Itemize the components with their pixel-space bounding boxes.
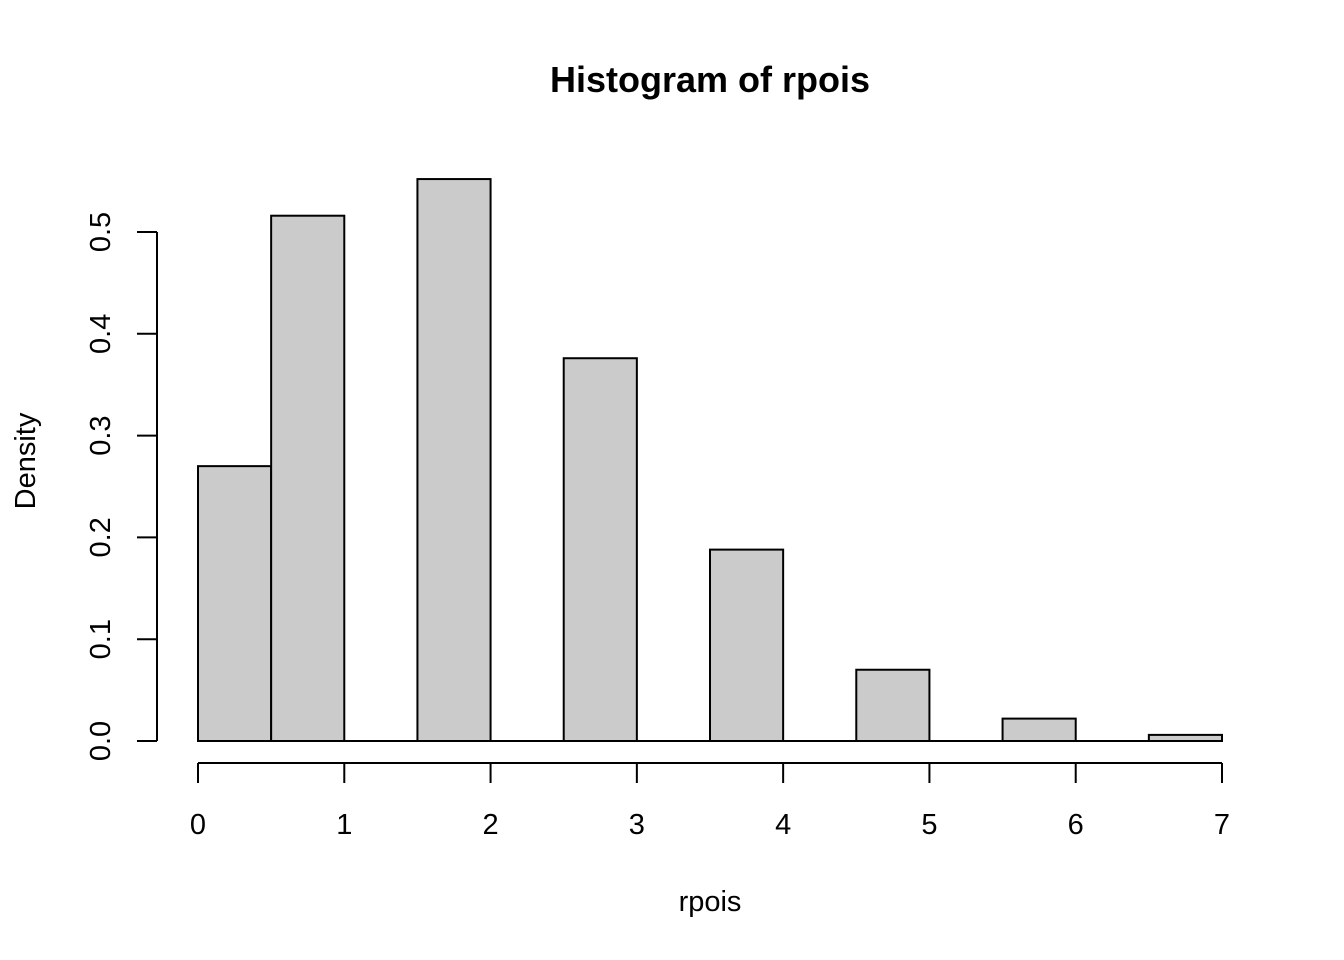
x-tick-label: 2 [483,809,499,841]
x-tick-label: 3 [629,809,645,841]
x-tick-label: 0 [190,809,206,841]
x-tick-label: 4 [775,809,791,841]
y-tick-label: 0.1 [85,619,117,659]
chart-title: Histogram of rpois [550,59,870,100]
bars-group [197,178,1224,743]
y-tick-label: 0.0 [85,721,117,761]
histogram-bar [709,548,785,743]
x-tick-label: 5 [921,809,937,841]
y-tick-label: 0.3 [85,415,117,455]
y-axis-label: Density [10,412,42,509]
x-axis-label: rpois [679,886,742,918]
x-tick-label: 7 [1214,809,1230,841]
histogram-bar [416,178,492,742]
y-axis: 0.0 0.1 0.2 0.3 0.4 0.5 [85,212,158,761]
x-tick-label: 1 [336,809,352,841]
histogram-bar [855,668,931,742]
y-tick-label: 0.4 [85,314,117,354]
x-tick-label: 6 [1068,809,1084,841]
histogram-bar [197,465,273,742]
y-tick-label: 0.5 [85,212,117,252]
histogram-bar [1001,717,1077,743]
histogram-bar [270,214,346,743]
x-axis: 0 1 2 3 4 5 6 7 [190,762,1230,841]
y-tick-label: 0.2 [85,517,117,557]
histogram-bar [562,357,638,742]
